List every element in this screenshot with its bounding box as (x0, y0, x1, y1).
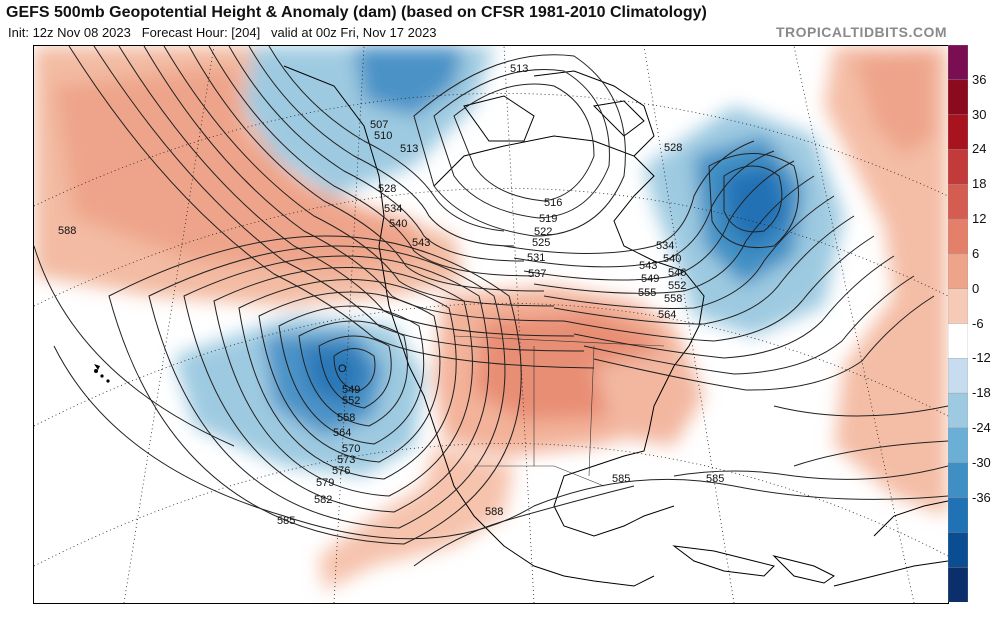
colorbar-tick-label: 6 (972, 245, 980, 261)
contour-label: 549 (641, 273, 659, 285)
height-contours (34, 46, 948, 567)
contour-label: 585 (612, 473, 630, 485)
contour-label: 573 (337, 454, 355, 466)
contour-label: 585 (277, 515, 295, 527)
colorbar-tick-label: 18 (972, 176, 987, 192)
contour-label: 585 (706, 473, 724, 485)
low-center-marker: O (338, 363, 347, 375)
contour-label: 519 (539, 213, 557, 225)
contour-label: 528 (664, 142, 682, 154)
colorbar-swatch (947, 497, 969, 534)
contour-label: 588 (58, 225, 76, 237)
contour-label: 537 (528, 268, 546, 280)
contour-label: 576 (332, 465, 350, 477)
colorbar-swatch (947, 288, 969, 325)
colorbar-swatch (947, 323, 969, 360)
colorbar-tick-label: -18 (972, 385, 991, 401)
colorbar-swatch (947, 149, 969, 185)
colorbar-tick-label: 36 (972, 71, 987, 87)
forecast-hour: Forecast Hour: [204] (141, 25, 261, 40)
contour-label: 516 (544, 197, 562, 209)
contour-labels: 5135075105135285285345405435165195225255… (58, 63, 724, 527)
contour-label: 540 (663, 253, 681, 265)
contour-label: 531 (527, 252, 545, 264)
contour-label: 564 (333, 427, 351, 439)
run-info: Init: 12z Nov 08 2023 Forecast Hour: [20… (8, 25, 437, 40)
colorbar-tick-label: -12 (972, 350, 991, 366)
colorbar-swatch (947, 253, 969, 290)
colorbar-swatch (947, 392, 969, 429)
chart-title: GEFS 500mb Geopotential Height & Anomaly… (6, 4, 707, 21)
contour-label: 525 (532, 237, 550, 249)
contour-label: 552 (342, 395, 360, 407)
contour-label: 582 (314, 494, 332, 506)
colorbar-swatch (947, 358, 969, 394)
map-panel: 513 507 510 513 528 528 534 540 543 516 519 522 525 5… (33, 45, 949, 604)
valid-time: valid at 00z Fri, Nov 17 2023 (271, 25, 437, 40)
colorbar-tick-label: -6 (972, 315, 984, 331)
contour-label: 507 (370, 119, 388, 131)
contour-label: 534 (656, 240, 674, 252)
contour-label: 528 (378, 183, 396, 195)
colorbar-swatch (947, 114, 969, 151)
contour-label: 534 (384, 203, 402, 215)
colorbar-swatch (947, 218, 969, 255)
site-watermark: TROPICALTIDBITS.COM (775, 24, 947, 40)
contour-label: 546 (668, 267, 686, 279)
colorbar-swatch (947, 184, 969, 220)
colorbar-swatches (947, 44, 969, 603)
contour-label: 543 (412, 237, 430, 249)
contour-label: 579 (316, 477, 334, 489)
contour-label: 588 (485, 506, 503, 518)
contour-label: 552 (668, 280, 686, 292)
colorbar-swatch (947, 532, 969, 568)
colorbar-swatch (947, 79, 969, 116)
graticule (34, 46, 948, 603)
contour-label: 555 (638, 287, 656, 299)
colorbar-swatch (947, 462, 969, 499)
colorbar-swatch (947, 44, 969, 81)
contour-label: 558 (664, 293, 682, 305)
colorbar-swatch (947, 427, 969, 464)
contour-label: 549 (342, 384, 360, 396)
colorbar-tick-label: 24 (972, 141, 987, 157)
contour-label: 540 (389, 218, 407, 230)
anomaly-colorbar (947, 44, 969, 603)
map-canvas: 5135075105135285285345405435165195225255… (34, 46, 948, 603)
init-time: Init: 12z Nov 08 2023 (8, 25, 131, 40)
colorbar-tick-label: -30 (972, 454, 991, 470)
colorbar-tick-label: -36 (972, 489, 991, 505)
colorbar-tick-label: 12 (972, 211, 987, 227)
colorbar-tick-label: 30 (972, 106, 987, 122)
contour-label: 513 (400, 143, 418, 155)
contour-label: 543 (639, 260, 657, 272)
contour-label: 558 (337, 412, 355, 424)
contour-label: 522 (534, 226, 552, 238)
colorbar-swatch (947, 566, 969, 603)
contour-label: 564 (658, 309, 676, 321)
coastlines (283, 65, 948, 587)
colorbar-tick-label: -24 (972, 419, 991, 435)
colorbar-tick-label: 0 (972, 280, 980, 296)
hawaii-islands (94, 364, 110, 383)
contour-label: 510 (374, 130, 392, 142)
contour-label: 513 (510, 63, 528, 75)
contour-label: 570 (342, 443, 360, 455)
